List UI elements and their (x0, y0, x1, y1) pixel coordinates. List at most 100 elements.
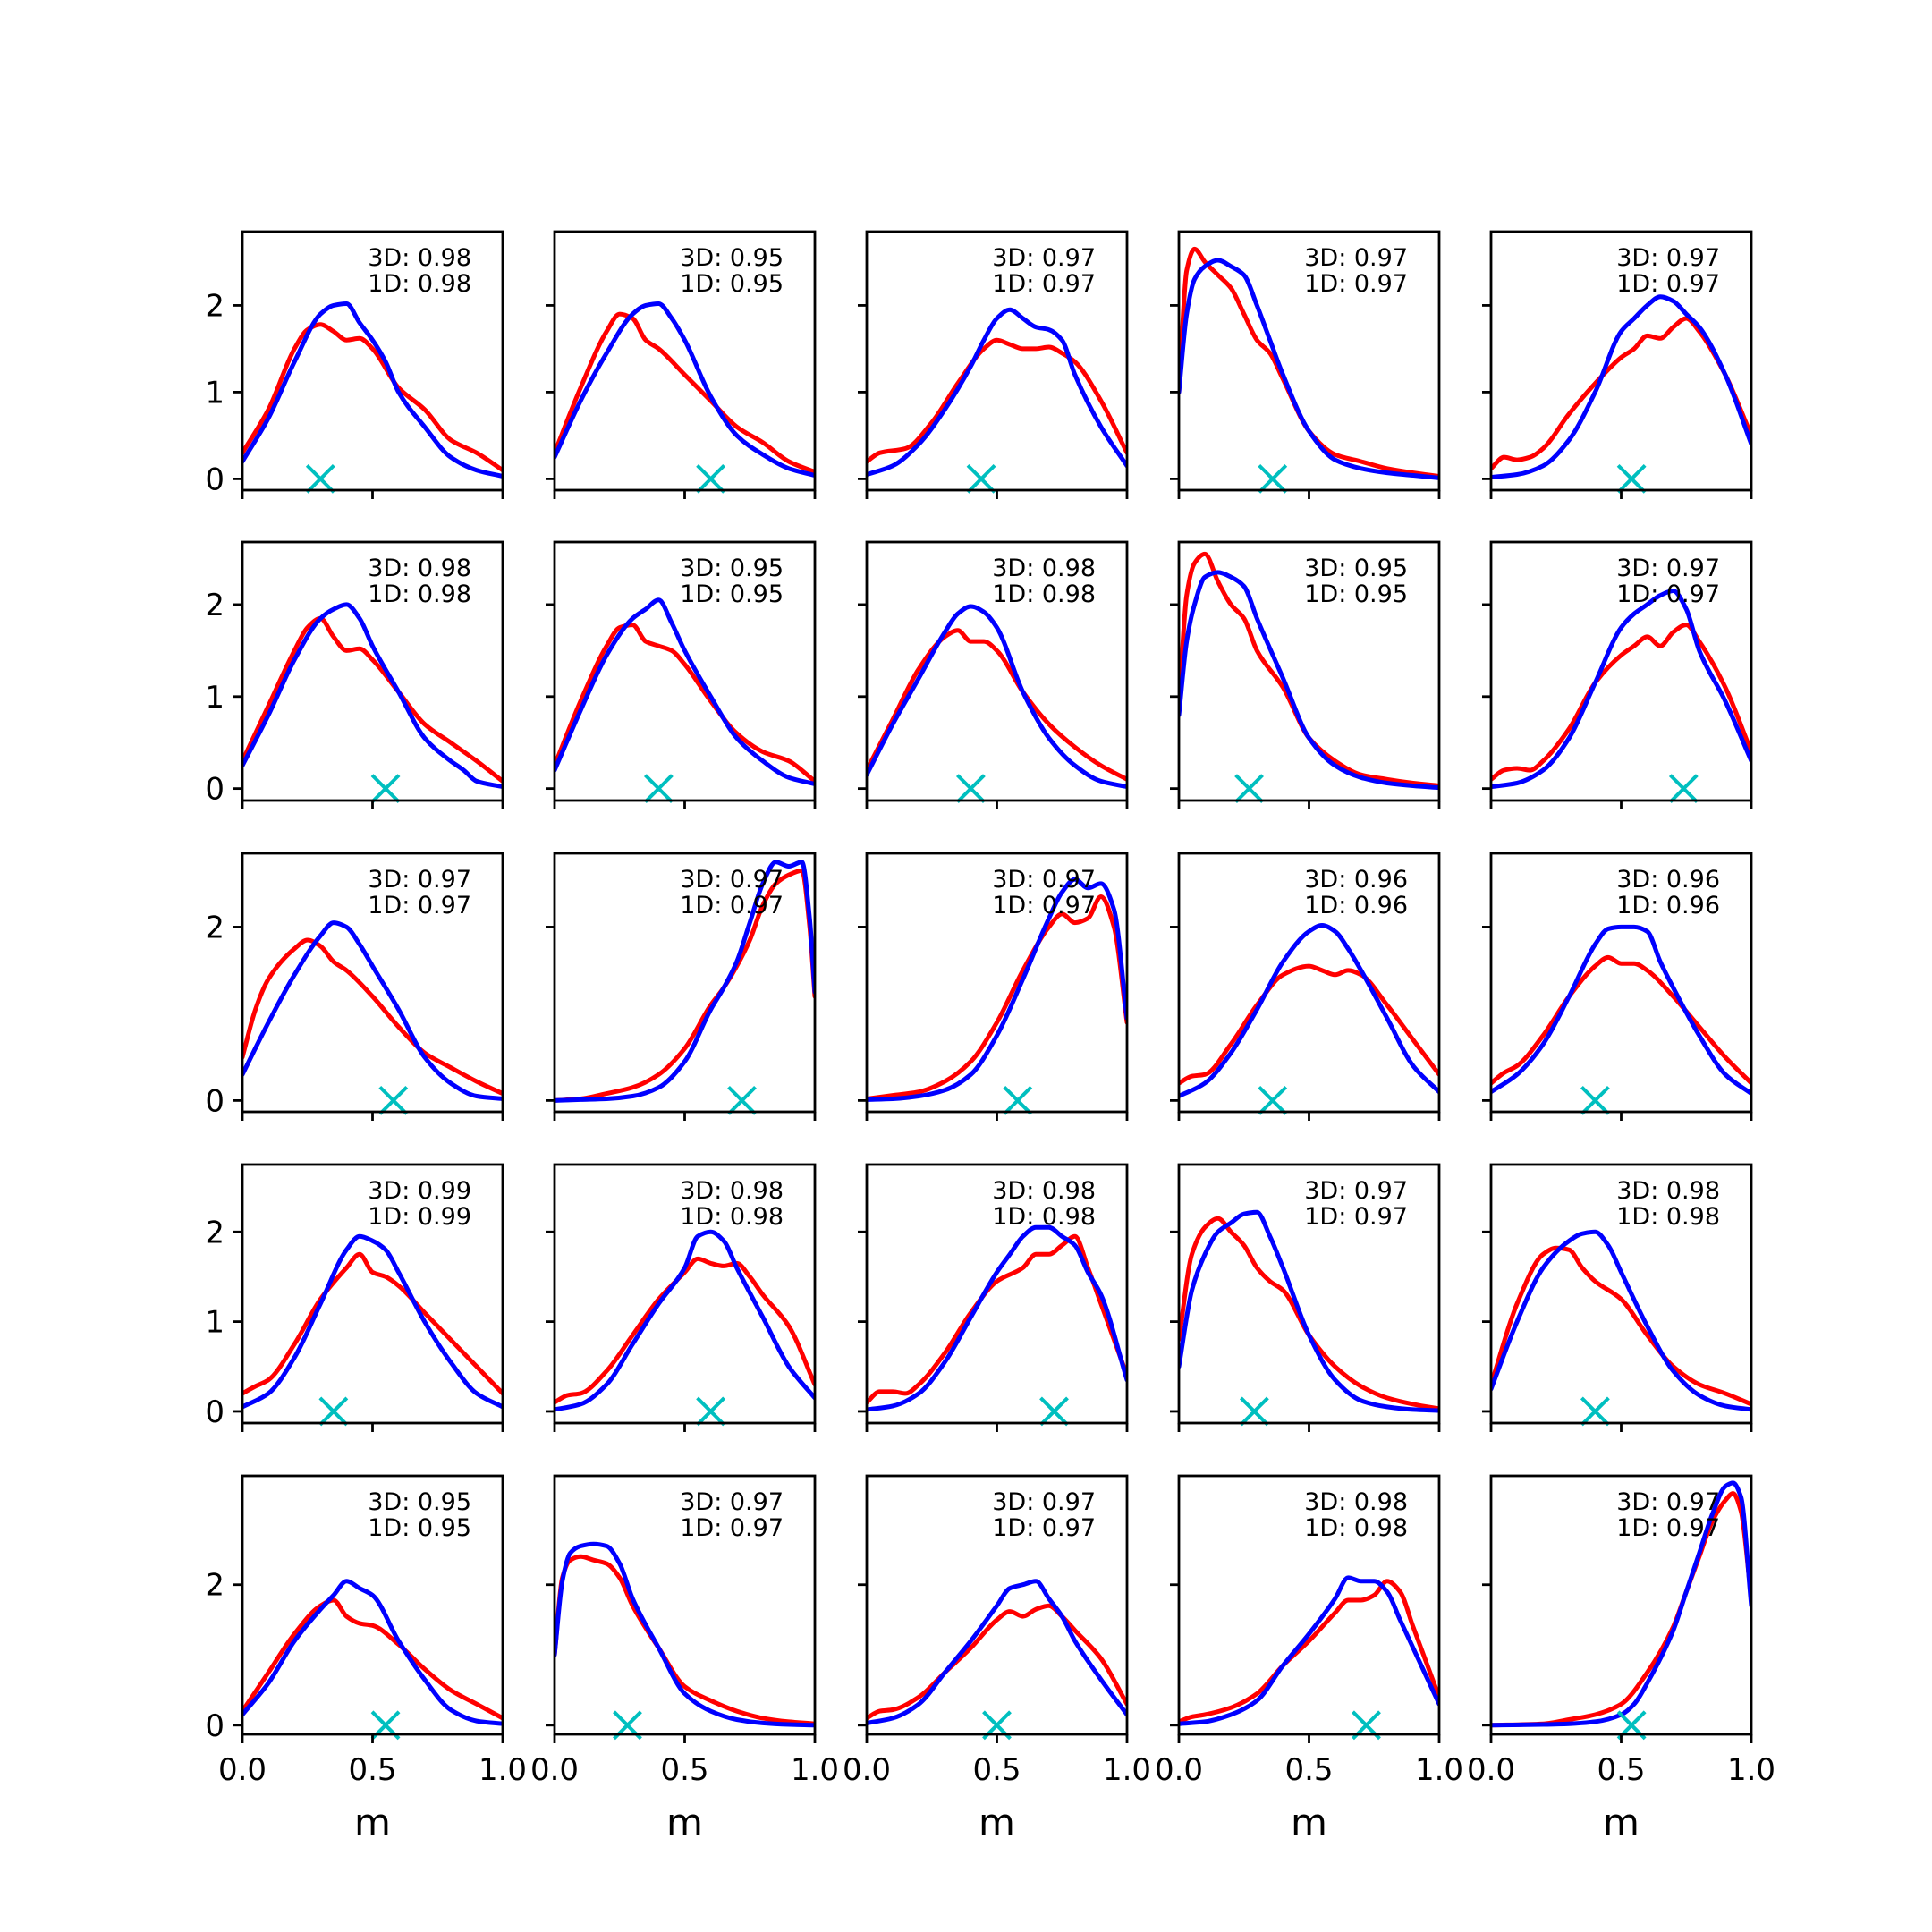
x-tick-label: 0.5 (1597, 1752, 1645, 1788)
score-1d-label: 1D: 0.97 (368, 892, 471, 919)
score-1d-label: 1D: 0.97 (992, 1514, 1096, 1542)
score-3d-label: 3D: 0.97 (992, 866, 1096, 894)
blue-density-curve (242, 1579, 503, 1726)
score-1d-label: 1D: 0.98 (368, 270, 471, 298)
red-density-curve (1179, 963, 1439, 1086)
score-1d-label: 1D: 0.98 (1304, 1514, 1408, 1542)
red-density-curve (555, 311, 815, 475)
red-density-curve (867, 628, 1127, 782)
blue-density-curve (555, 1541, 815, 1728)
x-axis-label: m (1291, 1801, 1327, 1844)
blue-density-curve (555, 597, 815, 786)
blue-density-curve (867, 877, 1127, 1102)
x-tick-label: 1.0 (791, 1752, 839, 1788)
score-3d-label: 3D: 0.96 (1616, 866, 1720, 894)
blue-density-curve (555, 301, 815, 478)
score-1d-label: 1D: 0.95 (1304, 580, 1408, 608)
blue-density-curve (1179, 1209, 1439, 1413)
truth-marker (1234, 774, 1264, 804)
score-1d-label: 1D: 0.95 (680, 270, 784, 298)
red-density-curve (242, 322, 503, 473)
blue-density-curve (1179, 1575, 1439, 1726)
x-tick-label: 0.0 (1467, 1752, 1515, 1788)
score-1d-label: 1D: 0.99 (368, 1203, 471, 1231)
y-tick-label: 2 (205, 1568, 225, 1604)
red-density-curve (867, 894, 1127, 1101)
blue-density-curve (242, 920, 503, 1101)
score-3d-label: 3D: 0.96 (1304, 866, 1408, 894)
score-1d-label: 1D: 0.96 (1304, 892, 1408, 919)
score-1d-label: 1D: 0.98 (1616, 1203, 1720, 1231)
truth-marker (727, 1085, 757, 1115)
blue-density-curve (1491, 924, 1751, 1097)
truth-marker (318, 1396, 349, 1427)
score-1d-label: 1D: 0.97 (680, 1514, 784, 1542)
x-tick-label: 0.5 (1284, 1752, 1333, 1788)
score-3d-label: 3D: 0.97 (1304, 244, 1408, 272)
truth-marker (1258, 1085, 1288, 1115)
red-density-curve (1491, 1245, 1751, 1407)
blue-density-curve (1491, 1229, 1751, 1412)
y-tick-label: 0 (205, 1708, 225, 1744)
score-3d-label: 3D: 0.97 (992, 244, 1096, 272)
score-1d-label: 1D: 0.97 (1304, 1203, 1408, 1231)
score-3d-label: 3D: 0.98 (1304, 1488, 1408, 1516)
score-1d-label: 1D: 0.97 (1616, 1514, 1720, 1542)
y-tick-label: 0 (205, 1083, 225, 1119)
truth-marker (378, 1085, 409, 1115)
x-axis-label: m (1603, 1801, 1640, 1844)
red-density-curve (242, 1597, 503, 1721)
score-3d-label: 3D: 0.98 (1616, 1177, 1720, 1205)
red-density-curve (1491, 316, 1751, 471)
truth-marker (1003, 1085, 1033, 1115)
x-tick-label: 0.0 (843, 1752, 891, 1788)
red-density-curve (555, 1256, 815, 1405)
score-1d-label: 1D: 0.96 (1616, 892, 1720, 919)
blue-density-curve (555, 860, 815, 1103)
blue-density-curve (1179, 258, 1439, 480)
x-axis-label: m (979, 1801, 1015, 1844)
x-tick-label: 0.5 (660, 1752, 708, 1788)
score-3d-label: 3D: 0.97 (992, 1488, 1096, 1516)
truth-marker (1258, 463, 1288, 494)
y-tick-label: 1 (205, 1305, 225, 1341)
red-density-curve (242, 615, 503, 784)
score-3d-label: 3D: 0.99 (368, 1177, 471, 1205)
score-3d-label: 3D: 0.98 (368, 555, 471, 582)
x-tick-label: 0.5 (348, 1752, 396, 1788)
score-1d-label: 1D: 0.97 (1304, 270, 1408, 298)
score-1d-label: 1D: 0.97 (992, 270, 1096, 298)
truth-marker (1616, 463, 1647, 494)
blue-density-curve (1491, 294, 1751, 479)
score-1d-label: 1D: 0.97 (1616, 270, 1720, 298)
blue-density-curve (242, 1233, 503, 1410)
truth-marker (696, 1396, 726, 1427)
x-tick-label: 0.0 (530, 1752, 579, 1788)
y-tick-label: 2 (205, 1215, 225, 1250)
red-density-curve (867, 337, 1127, 464)
score-1d-label: 1D: 0.95 (368, 1514, 471, 1542)
blue-density-curve (1179, 923, 1439, 1098)
x-tick-label: 1.0 (1727, 1752, 1775, 1788)
truth-marker (955, 774, 986, 804)
score-3d-label: 3D: 0.98 (680, 1177, 784, 1205)
score-3d-label: 3D: 0.98 (992, 555, 1096, 582)
score-1d-label: 1D: 0.97 (992, 892, 1096, 919)
blue-density-curve (1491, 1480, 1751, 1728)
truth-marker (966, 463, 996, 494)
y-tick-label: 2 (205, 288, 225, 324)
score-3d-label: 3D: 0.97 (1616, 244, 1720, 272)
score-3d-label: 3D: 0.97 (368, 866, 471, 894)
truth-marker (1239, 1396, 1269, 1427)
score-1d-label: 1D: 0.97 (680, 892, 784, 919)
truth-marker (696, 463, 726, 494)
blue-density-curve (867, 604, 1127, 790)
y-tick-label: 0 (205, 462, 225, 497)
score-3d-label: 3D: 0.97 (1616, 555, 1720, 582)
x-tick-label: 0.0 (1155, 1752, 1203, 1788)
score-3d-label: 3D: 0.95 (680, 244, 784, 272)
truth-marker (1668, 774, 1699, 804)
red-density-curve (242, 1251, 503, 1396)
blue-density-curve (1491, 589, 1751, 790)
y-tick-label: 1 (205, 375, 225, 411)
